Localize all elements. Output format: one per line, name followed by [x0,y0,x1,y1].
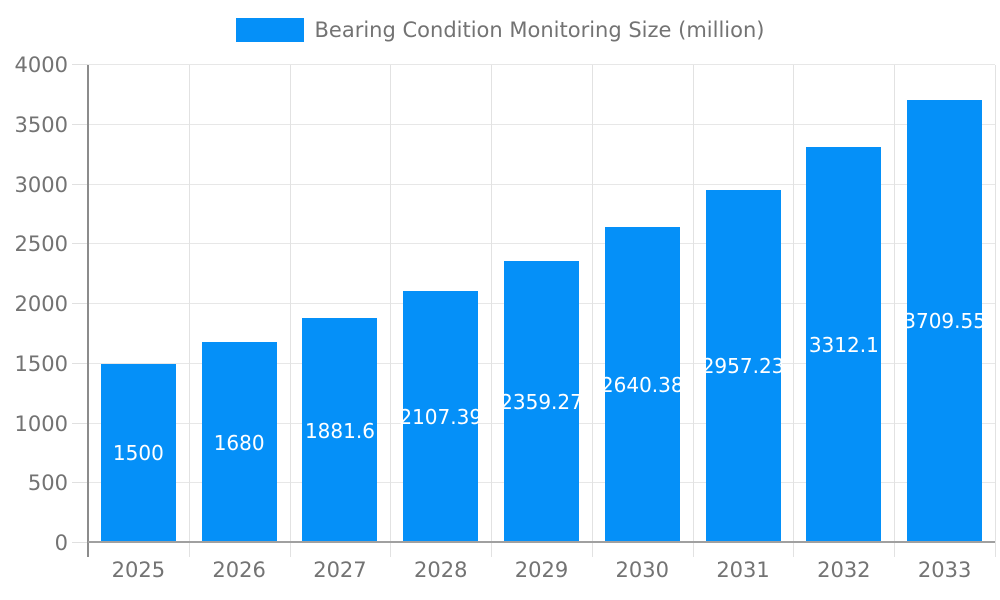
h-gridline [88,183,995,185]
y-axis-tick [72,422,88,424]
bar[interactable]: 2957.23 [702,189,784,543]
bar[interactable]: 3312.1 [806,147,882,543]
h-gridline [88,123,995,125]
v-gridline [692,65,694,557]
x-axis-label: 2030 [615,558,669,582]
y-axis-tick [72,362,88,364]
bar[interactable]: 1680 [201,342,277,543]
v-gridline [894,65,896,557]
bar[interactable]: 2359.27 [500,261,583,543]
h-gridline [88,64,995,65]
v-gridline [793,65,795,557]
plot-area: 1500 1680 1881.6 2107.39 2359.27 2640.38 2957.… [88,64,996,557]
x-axis-label: 2027 [313,558,367,582]
y-axis-tick [72,482,88,484]
v-gridline [591,65,593,557]
v-gridline [188,65,190,557]
y-axis-label: 0 [54,531,68,555]
y-axis-label: 4000 [14,53,68,77]
bar-value-label: 1881.6 [304,418,375,443]
v-gridline [289,65,291,557]
bar-value-label: 3312.1 [808,333,879,358]
v-gridline [390,65,392,557]
bar[interactable]: 1500 [100,363,176,543]
x-axis-label: 2025 [111,558,166,582]
y-axis-tick [72,542,88,543]
y-axis-label: 1000 [14,411,68,436]
y-axis-tick [72,64,88,65]
bar-value-label: 1500 [112,441,164,466]
bar-value-label: 2359.27 [500,390,583,415]
bar-value-label: 2107.39 [399,405,483,430]
bar[interactable]: 2107.39 [399,291,482,543]
y-axis-tick [72,303,88,304]
x-axis-label: 2029 [514,558,569,582]
y-axis-tick [72,123,88,125]
bar[interactable]: 2640.38 [601,227,684,543]
legend: Bearing Condition Monitoring Size (milli… [0,18,1000,42]
y-axis-label: 2500 [14,232,68,257]
legend-label[interactable]: Bearing Condition Monitoring Size (milli… [314,18,765,42]
v-gridline [995,65,996,557]
x-axis-label: 2028 [413,558,468,582]
x-axis-label: 2031 [716,558,770,582]
y-axis-label: 500 [27,471,68,496]
y-axis-tick [72,243,88,245]
y-axis-line [87,65,89,557]
bar[interactable]: 3709.55 [903,99,986,543]
bar-value-label: 3709.55 [903,309,986,334]
x-axis-label: 2033 [917,558,972,582]
y-axis-label: 2000 [14,292,68,316]
legend-swatch-icon[interactable] [235,18,304,42]
bar-value-label: 1680 [213,430,265,455]
bar-value-label: 2640.38 [600,373,684,398]
v-gridline [491,65,493,557]
x-axis-line [88,541,995,543]
h-gridline [88,243,995,245]
x-axis-label: 2032 [817,558,871,582]
bar[interactable]: 1881.6 [302,318,378,543]
y-axis-label: 1500 [14,351,68,376]
x-axis-label: 2026 [212,558,266,582]
y-axis-label: 3000 [14,172,68,197]
y-axis-tick [72,183,88,185]
bar-value-label: 2957.23 [701,354,785,379]
y-axis-label: 3500 [14,112,68,137]
